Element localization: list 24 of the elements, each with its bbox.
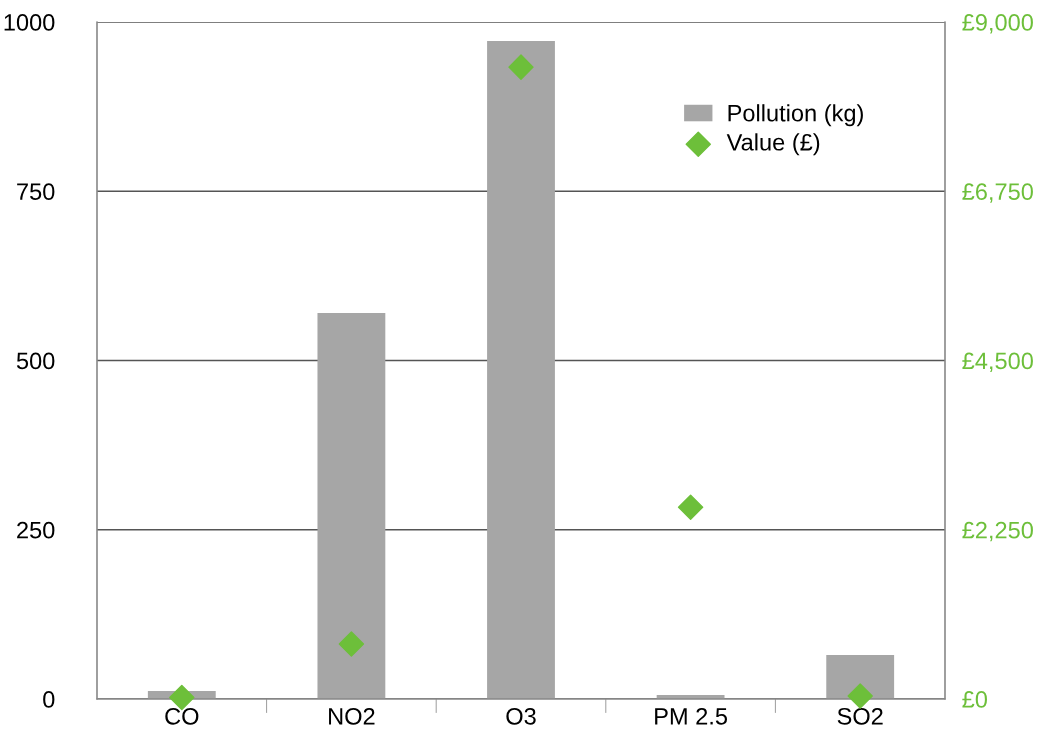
y2-tick-label: £4,500 (962, 352, 1033, 373)
x-tick-label: O3 (506, 707, 536, 725)
x-tick-label: PM 2.5 (655, 707, 728, 725)
x-tick-label: CO (165, 707, 199, 725)
bar (487, 40, 555, 699)
point (338, 631, 365, 657)
point (847, 683, 873, 709)
y2-tick-label: £6,750 (962, 183, 1033, 203)
y-tick-label: 0 (43, 691, 55, 708)
y-tick-label: 750 (17, 183, 55, 201)
y-tick-label: 1000 (4, 14, 55, 31)
x-tick-label: NO2 (329, 707, 375, 725)
x-tick-label: SO2 (837, 707, 883, 725)
y2-tick-label: £9,000 (962, 14, 1033, 34)
bar (317, 313, 386, 699)
y-tick-label: 500 (16, 352, 55, 370)
y-tick-label: 250 (17, 521, 55, 539)
legend-label: Pollution (kg) (728, 104, 863, 127)
bar (826, 654, 895, 699)
legend-label: Value (£) (726, 133, 820, 156)
y2-tick-label: £0 (962, 691, 988, 708)
point (677, 494, 704, 520)
point (508, 54, 534, 80)
y2-tick-label: £2,250 (962, 521, 1033, 542)
